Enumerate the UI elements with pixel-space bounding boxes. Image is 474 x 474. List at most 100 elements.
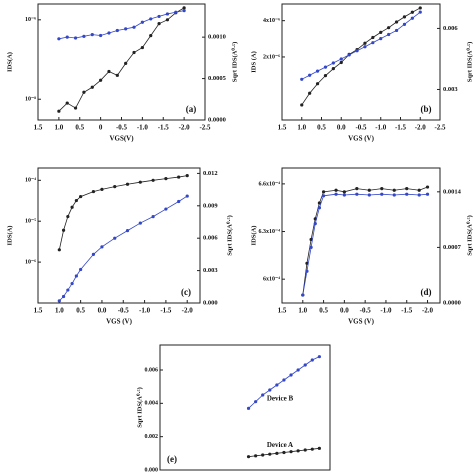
- data-point: [334, 192, 338, 196]
- x-tick-label: 1.5: [34, 124, 43, 132]
- data-point: [317, 201, 322, 205]
- x-tick-label: 1.5: [278, 124, 287, 132]
- data-point: [261, 453, 265, 457]
- data-point: [394, 20, 399, 24]
- x-tick-label: -0.5: [118, 307, 130, 315]
- y-tick-label: 10⁻⁸: [25, 97, 36, 103]
- data-point: [157, 22, 161, 26]
- y2-tick-label: 0.003: [443, 86, 458, 93]
- data-point: [107, 31, 111, 35]
- panel-label: (d): [421, 287, 432, 297]
- data-point: [177, 199, 181, 204]
- data-point: [392, 193, 396, 197]
- data-point: [363, 45, 367, 49]
- x-tick-label: 1.0: [55, 307, 64, 315]
- data-point: [151, 178, 155, 182]
- data-point: [355, 187, 359, 191]
- x-tick-label: -1.0: [380, 307, 392, 315]
- data-point: [254, 400, 258, 404]
- data-point: [79, 267, 83, 272]
- y-tick-label: 10⁻⁴: [25, 178, 36, 184]
- data-point: [57, 109, 61, 113]
- data-point: [300, 77, 304, 81]
- data-point: [310, 358, 314, 362]
- data-point: [331, 67, 335, 71]
- data-point: [380, 187, 384, 191]
- x-tick-label: 1.5: [278, 307, 287, 315]
- data-point: [317, 206, 322, 210]
- data-point: [157, 14, 161, 19]
- data-point: [74, 274, 78, 278]
- series-line: [58, 175, 188, 250]
- y-axis-label: IDS(A): [6, 52, 13, 72]
- data-point: [402, 15, 407, 19]
- panel-label: (b): [421, 104, 432, 114]
- x-tick-label: 0.5: [76, 307, 85, 315]
- data-point: [132, 25, 136, 29]
- x-tick-label: 1.0: [297, 124, 306, 132]
- data-point: [107, 69, 111, 74]
- y2-tick-label: 0.0000: [443, 299, 461, 306]
- y2-tick-label: 0.006: [443, 25, 458, 32]
- data-point: [65, 101, 69, 105]
- y-tick-label: 0.000: [145, 467, 159, 473]
- x-tick-label: 0.5: [317, 124, 326, 132]
- x-tick-label: -1.5: [160, 307, 172, 315]
- data-point: [405, 192, 409, 196]
- data-point: [394, 28, 399, 33]
- plot-frame: [159, 344, 331, 471]
- data-point: [125, 182, 130, 186]
- data-point: [113, 236, 117, 240]
- data-point: [317, 446, 321, 450]
- data-point: [70, 281, 74, 286]
- data-point: [405, 187, 409, 191]
- y-axis-label: IDS(A): [250, 226, 257, 246]
- data-point: [355, 49, 359, 53]
- plot-frame: [37, 167, 201, 304]
- data-point: [303, 363, 307, 367]
- data-point: [425, 185, 430, 189]
- series-line: [302, 186, 428, 296]
- data-point: [410, 16, 414, 20]
- data-point: [100, 245, 104, 249]
- data-point: [418, 10, 422, 14]
- data-point: [113, 185, 117, 189]
- y2-tick-label: 0.0000: [208, 116, 226, 123]
- data-point: [339, 57, 343, 61]
- annotation: Device B: [267, 395, 294, 403]
- x-tick-label: 0.0: [337, 124, 346, 132]
- y-tick-label: 0.006: [145, 367, 159, 373]
- data-point: [367, 193, 371, 197]
- y2-tick-label: 0.009: [203, 202, 218, 209]
- data-point: [305, 269, 309, 273]
- data-point: [305, 261, 309, 265]
- panel-label: (e): [167, 454, 177, 464]
- data-point: [61, 228, 66, 232]
- y-tick-label: 10⁻⁶: [25, 259, 36, 265]
- data-point: [342, 190, 346, 194]
- data-point: [57, 299, 61, 303]
- y-tick-label: 6x10⁻⁴: [263, 277, 280, 283]
- y-axis-label: Sqrt IDS(A⁰·⁵): [135, 387, 143, 428]
- data-point: [275, 383, 279, 387]
- x-tick-label: -1.5: [395, 124, 407, 132]
- data-point: [323, 65, 328, 69]
- data-point: [57, 37, 61, 41]
- x-tick-label: 0.5: [319, 307, 328, 315]
- plot-frame: [37, 3, 206, 121]
- data-point: [100, 187, 104, 191]
- y2-tick-label: 0.003: [203, 267, 218, 274]
- y-tick-label: 10⁻⁵: [25, 219, 36, 225]
- data-point: [124, 61, 128, 65]
- x-tick-label: -0.5: [360, 307, 372, 315]
- data-point: [57, 248, 61, 252]
- data-point: [282, 450, 286, 455]
- data-point: [151, 215, 155, 219]
- annotation: Device A: [267, 441, 293, 449]
- y2-tick-label: 0.006: [203, 235, 218, 242]
- data-point: [289, 373, 293, 377]
- x-tick-label: -2.5: [434, 124, 446, 132]
- data-point: [66, 288, 70, 292]
- data-point: [367, 188, 371, 192]
- data-point: [402, 22, 407, 26]
